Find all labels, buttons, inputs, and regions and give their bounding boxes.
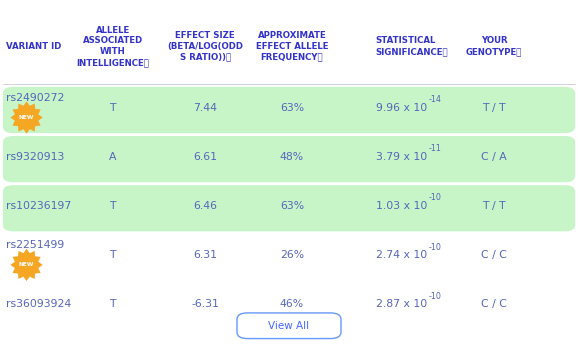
Text: 9.96 x 10: 9.96 x 10: [376, 103, 427, 112]
Text: rs9320913: rs9320913: [6, 152, 64, 162]
Text: APPROXIMATE
EFFECT ALLELE
FREQUENCYⓘ: APPROXIMATE EFFECT ALLELE FREQUENCYⓘ: [255, 31, 328, 62]
Text: 46%: 46%: [280, 299, 304, 309]
Text: C / C: C / C: [481, 250, 507, 260]
FancyBboxPatch shape: [3, 185, 575, 231]
Text: ALLELE
ASSOCIATED
WITH
INTELLIGENCEⓘ: ALLELE ASSOCIATED WITH INTELLIGENCEⓘ: [76, 26, 149, 67]
Text: T / T: T / T: [483, 201, 506, 211]
Text: T: T: [109, 299, 116, 309]
Polygon shape: [10, 249, 43, 281]
Text: T: T: [109, 103, 116, 112]
Text: C / C: C / C: [481, 299, 507, 309]
Text: 48%: 48%: [280, 152, 304, 162]
Text: EFFECT SIZE
(BETA/LOG(ODD
S RATIO))ⓘ: EFFECT SIZE (BETA/LOG(ODD S RATIO))ⓘ: [167, 31, 243, 62]
FancyBboxPatch shape: [3, 87, 575, 133]
Text: 63%: 63%: [280, 201, 304, 211]
Text: -10: -10: [429, 292, 442, 301]
Text: NEW: NEW: [19, 262, 34, 267]
Text: 2.74 x 10: 2.74 x 10: [376, 250, 427, 260]
Text: YOUR
GENOTYPEⓘ: YOUR GENOTYPEⓘ: [466, 36, 523, 56]
Text: rs36093924: rs36093924: [6, 299, 71, 309]
Text: VARIANT ID: VARIANT ID: [6, 42, 61, 51]
Text: 2.87 x 10: 2.87 x 10: [376, 299, 427, 309]
Text: -14: -14: [429, 95, 442, 104]
Text: View All: View All: [268, 321, 310, 331]
Text: -11: -11: [429, 144, 442, 153]
Text: A: A: [109, 152, 116, 162]
FancyBboxPatch shape: [3, 136, 575, 182]
Text: -6.31: -6.31: [191, 299, 219, 309]
Text: -10: -10: [429, 193, 442, 203]
Text: 7.44: 7.44: [193, 103, 217, 112]
Text: 26%: 26%: [280, 250, 304, 260]
Text: 6.46: 6.46: [193, 201, 217, 211]
Text: 6.61: 6.61: [193, 152, 217, 162]
Text: C / A: C / A: [481, 152, 507, 162]
Text: NEW: NEW: [19, 115, 34, 120]
Polygon shape: [10, 101, 43, 134]
Text: 1.03 x 10: 1.03 x 10: [376, 201, 427, 211]
Text: rs10236197: rs10236197: [6, 201, 71, 211]
Text: 3.79 x 10: 3.79 x 10: [376, 152, 427, 162]
Text: T / T: T / T: [483, 103, 506, 112]
FancyBboxPatch shape: [237, 313, 341, 339]
Text: rs2251499: rs2251499: [6, 240, 64, 250]
Text: T: T: [109, 250, 116, 260]
Text: 63%: 63%: [280, 103, 304, 112]
Text: -10: -10: [429, 242, 442, 252]
Text: T: T: [109, 201, 116, 211]
Text: 6.31: 6.31: [193, 250, 217, 260]
Text: rs2490272: rs2490272: [6, 93, 64, 103]
Text: STATISTICAL
SIGNIFICANCEⓘ: STATISTICAL SIGNIFICANCEⓘ: [376, 36, 449, 56]
